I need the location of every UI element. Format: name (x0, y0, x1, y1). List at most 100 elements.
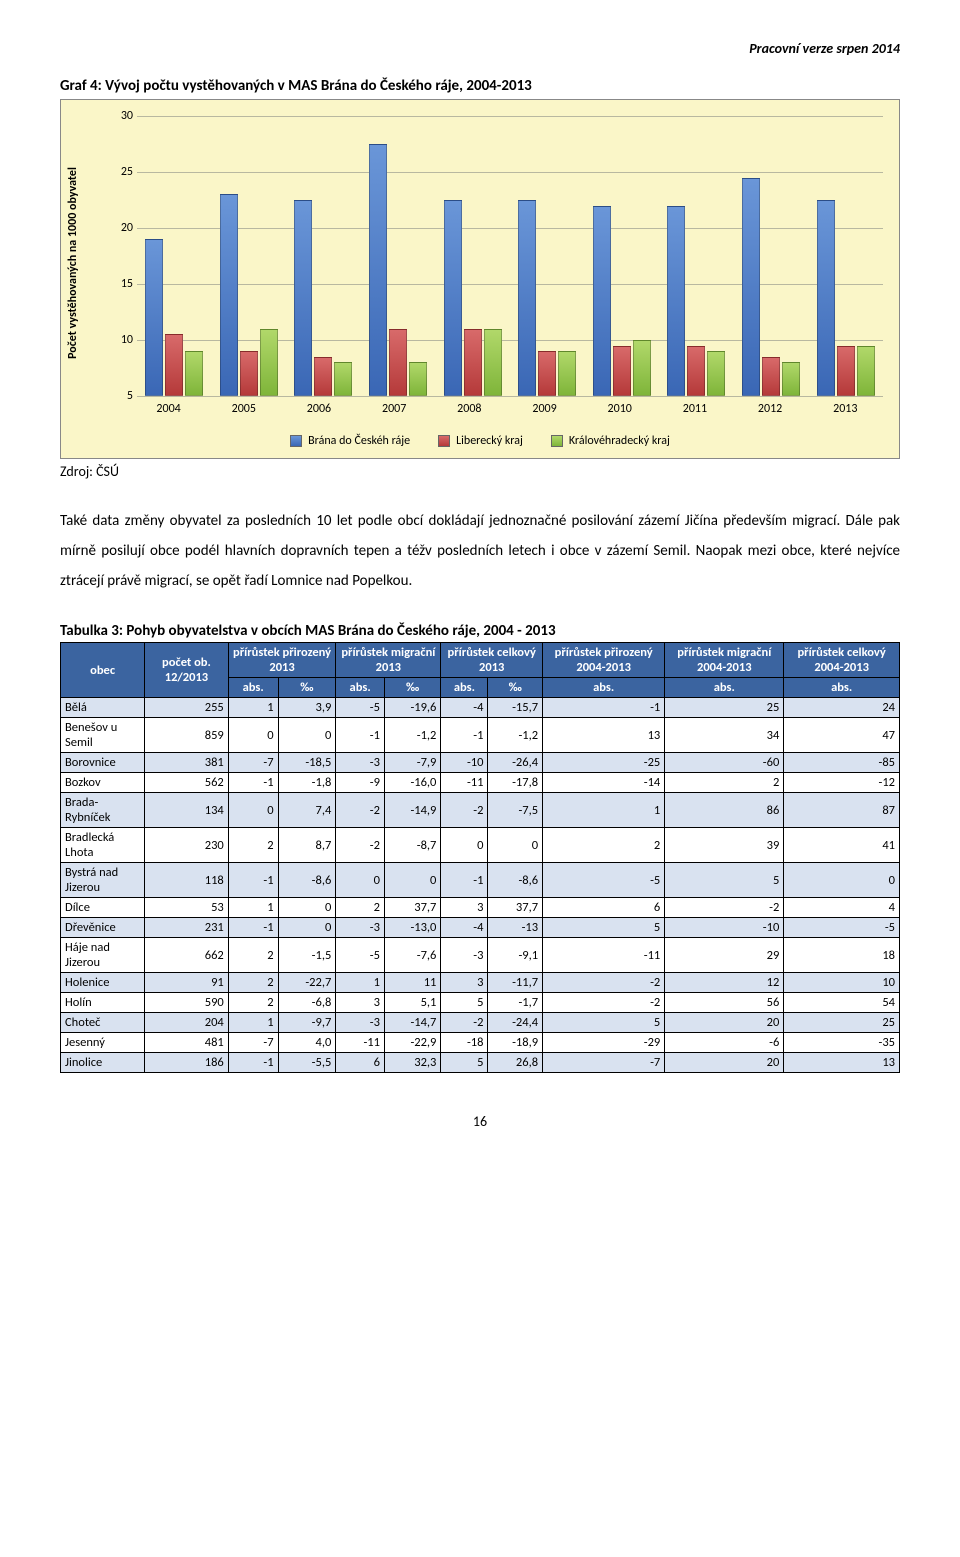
table-cell: Choteč (61, 1013, 145, 1033)
bar-group (667, 206, 727, 396)
table-cell: 53 (145, 898, 229, 918)
table-row: Bělá25513,9-5-19,6-4-15,7-12524 (61, 698, 900, 718)
table-cell: -22,7 (278, 973, 336, 993)
table-cell: 34 (665, 718, 784, 753)
table-cell: 7,4 (278, 793, 336, 828)
table-cell: -1 (336, 718, 385, 753)
x-tick-label: 2011 (683, 402, 707, 416)
table-cell: 6 (336, 1053, 385, 1073)
table-cell: 255 (145, 698, 229, 718)
table-cell: 5 (441, 1053, 488, 1073)
table-cell: 86 (665, 793, 784, 828)
table-cell: 47 (784, 718, 900, 753)
table-cell: 134 (145, 793, 229, 828)
table-cell: 1 (336, 973, 385, 993)
th-sub-1: ‰ (278, 678, 336, 698)
table-cell: -6 (665, 1033, 784, 1053)
chart-container: Počet vystěhovaných na 1000 obyvatel 510… (60, 99, 900, 459)
table-cell: 0 (228, 793, 278, 828)
table-cell: 0 (488, 828, 543, 863)
table-cell: 0 (278, 918, 336, 938)
table-row: Dílce5310237,7337,76-24 (61, 898, 900, 918)
table-cell: 26,8 (488, 1053, 543, 1073)
bar (742, 178, 760, 396)
chart-source: Zdroj: ČSÚ (60, 463, 900, 480)
table-cell: 91 (145, 973, 229, 993)
th-pm2013: přírůstek migrační 2013 (336, 643, 441, 678)
chart-plot-area: Počet vystěhovaných na 1000 obyvatel 510… (113, 116, 883, 396)
table-cell: -29 (543, 1033, 665, 1053)
table-cell: 54 (784, 993, 900, 1013)
bar (314, 357, 332, 396)
table-cell: 3 (441, 973, 488, 993)
table-cell: -1 (228, 863, 278, 898)
table-cell: 20 (665, 1013, 784, 1033)
bar-group (517, 200, 577, 396)
table-cell: 18 (784, 938, 900, 973)
x-tick-label: 2010 (608, 402, 632, 416)
table-cell: -2 (441, 793, 488, 828)
table-cell: 10 (784, 973, 900, 993)
chart-x-axis: 2004200520062007200820092010201120122013 (131, 402, 883, 416)
table-cell: -2 (441, 1013, 488, 1033)
table-cell: 204 (145, 1013, 229, 1033)
th-ppL: přírůstek přirozený 2004-2013 (543, 643, 665, 678)
table-cell: 0 (384, 863, 440, 898)
table-cell: -1 (441, 863, 488, 898)
table-cell: -3 (441, 938, 488, 973)
table-cell: -2 (336, 793, 385, 828)
table-cell: -1,8 (278, 773, 336, 793)
table-cell: -1 (441, 718, 488, 753)
table-cell: -9 (336, 773, 385, 793)
table-cell: 2 (228, 993, 278, 1013)
table-cell: -3 (336, 1013, 385, 1033)
table-cell: -18,5 (278, 753, 336, 773)
bar (240, 351, 258, 396)
table-cell: Dřevěnice (61, 918, 145, 938)
table-cell: 186 (145, 1053, 229, 1073)
table-cell: 39 (665, 828, 784, 863)
table-cell: -5 (336, 698, 385, 718)
th-pmL: přírůstek migrační 2004-2013 (665, 643, 784, 678)
legend-item-1: Liberecký kraj (438, 434, 523, 448)
table-cell: 2 (665, 773, 784, 793)
table-cell: -5 (336, 938, 385, 973)
table-cell: Bozkov (61, 773, 145, 793)
table-cell: 0 (228, 718, 278, 753)
table-cell: 5 (441, 993, 488, 1013)
y-tick-label: 10 (113, 333, 133, 347)
th-obec: obec (61, 643, 145, 698)
bar (613, 346, 631, 396)
table-cell: -4 (441, 918, 488, 938)
table-row: Brada-Rybníček13407,4-2-14,9-2-7,518687 (61, 793, 900, 828)
table-cell: 5 (543, 1013, 665, 1033)
table-row: Bystrá nad Jizerou118-1-8,600-1-8,6-550 (61, 863, 900, 898)
table-cell: 1 (228, 898, 278, 918)
table-cell: -11 (543, 938, 665, 973)
table-cell: 590 (145, 993, 229, 1013)
legend-swatch-1 (438, 435, 450, 447)
y-tick-label: 20 (113, 221, 133, 235)
table-cell: 29 (665, 938, 784, 973)
table-cell: 11 (384, 973, 440, 993)
table-cell: Borovnice (61, 753, 145, 773)
table-cell: 24 (784, 698, 900, 718)
table-cell: -85 (784, 753, 900, 773)
table-cell: Holín (61, 993, 145, 1013)
table-cell: 2 (228, 938, 278, 973)
table-cell: -6,8 (278, 993, 336, 1013)
table-cell: -5 (784, 918, 900, 938)
bar (464, 329, 482, 396)
table-cell: -35 (784, 1033, 900, 1053)
table-cell: 0 (278, 718, 336, 753)
bar (633, 340, 651, 396)
bar (260, 329, 278, 396)
table-cell: -10 (441, 753, 488, 773)
th-pcL: přírůstek celkový 2004-2013 (784, 643, 900, 678)
table-cell: 3 (336, 993, 385, 1013)
y-tick-label: 25 (113, 165, 133, 179)
table-cell: 5,1 (384, 993, 440, 1013)
table-cell: -15,7 (488, 698, 543, 718)
table-cell: 562 (145, 773, 229, 793)
table-row: Dřevěnice231-10-3-13,0-4-135-10-5 (61, 918, 900, 938)
